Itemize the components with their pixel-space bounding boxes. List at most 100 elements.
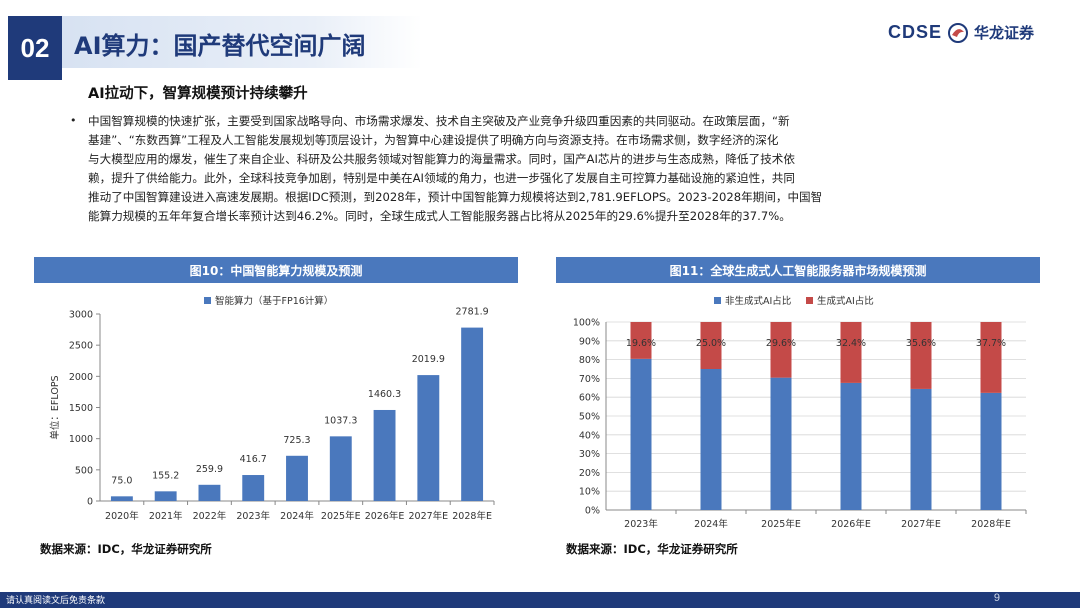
logo-text-cn: 华龙证券 [973,24,1034,42]
y-tick-label: 10% [579,487,600,498]
bar-segment [910,322,932,389]
data-label: 2019.9 [412,354,445,365]
legend-label: 智能算力（基于FP16计算） [215,295,333,307]
data-label: 416.7 [240,454,267,465]
x-tick-label: 2027年E [408,510,448,522]
data-label: 155.2 [152,470,179,481]
bar-segment [700,369,722,510]
bar [329,436,352,501]
paragraph-line: 与大模型应用的爆发，催生了来自企业、科研及公共服务领域对智能算力的海量需求。同时… [88,152,795,166]
y-tick-label: 100% [573,318,600,329]
y-tick-label: 20% [579,468,600,479]
bar [373,409,396,501]
x-tick-label: 2025年E [321,510,361,522]
data-label: 37.7% [976,338,1006,349]
legend-swatch [806,297,813,304]
legend-swatch [714,297,721,304]
data-label: 29.6% [766,338,796,349]
y-tick-label: 90% [579,336,600,347]
data-label: 32.4% [836,338,866,349]
y-tick-label: 2000 [69,372,93,383]
x-tick-label: 2023年 [624,518,658,530]
y-tick-label: 60% [579,393,600,404]
chart11-title: 图11：全球生成式人工智能服务器市场规模预测 [556,257,1040,283]
bar-segment [770,377,792,510]
bar-segment [630,322,652,359]
y-tick-label: 50% [579,412,600,423]
data-label: 25.0% [696,338,726,349]
y-tick-label: 1500 [69,403,93,414]
bar [110,496,133,501]
y-tick-label: 1000 [69,434,93,445]
bullet-point: • [70,114,77,127]
footer-disclaimer: 请认真阅读文后免责条款 [6,596,106,606]
bar-segment [840,322,862,383]
section-subtitle: AI拉动下，智算规模预计持续攀升 [88,86,308,102]
y-tick-label: 40% [579,430,600,441]
paragraph-line: 中国智算规模的快速扩张，主要受到国家战略导向、市场需求爆发、技术自主突破及产业竞… [88,114,790,128]
data-label: 35.6% [906,338,936,349]
y-tick-label: 30% [579,449,600,460]
paragraph-line: 推动了中国智算建设进入高速发展期。根据IDC预测，到2028年，预计中国智能算力… [88,190,823,204]
y-axis-label: 单位：EFLOPS [49,375,61,439]
body-paragraph: 中国智算规模的快速扩张，主要受到国家战略导向、市场需求爆发、技术自主突破及产业竞… [88,112,1004,226]
paragraph-line: 赖，提升了供给能力。此外，全球科技竞争加剧，特别是中美在AI领域的角力，也进一步… [88,171,795,185]
legend-label: 生成式AI占比 [817,295,874,307]
x-tick-label: 2026年E [365,510,405,522]
y-tick-label: 0% [585,506,600,517]
x-tick-label: 2027年E [901,518,941,530]
footer-bar: 请认真阅读文后免责条款 [0,592,1080,608]
data-label: 1460.3 [368,389,401,400]
x-tick-label: 2026年E [831,518,871,530]
bar-segment [770,322,792,378]
x-tick-label: 2023年 [236,510,270,522]
paragraph-line: 基建”、“东数西算”工程及人工智能发展规划等顶层设计，为智算中心建设提供了明确方… [88,133,779,147]
brand-logo: CDSE 华龙证券 [888,22,1034,43]
bar-segment [980,322,1002,393]
y-tick-label: 80% [579,355,600,366]
section-number-badge: 02 [8,16,62,80]
data-label: 259.9 [196,464,223,475]
data-label: 75.0 [111,475,132,486]
x-tick-label: 2028年E [452,510,492,522]
header-bar [62,16,422,68]
logo-text-en: CDSE [887,22,942,42]
bar-segment [700,322,722,369]
data-label: 2781.9 [455,307,488,318]
chart10-source: 数据来源：IDC，华龙证券研究所 [40,542,212,556]
page-number: 9 [993,592,1000,604]
bar [198,484,221,501]
chart11-source: 数据来源：IDC，华龙证券研究所 [566,542,738,556]
paragraph-line: 能算力规模的五年年复合增长率预计达到46.2%。同时，全球生成式人工智能服务器占… [88,209,791,223]
y-tick-label: 3000 [69,310,93,321]
x-tick-label: 2020年 [105,510,139,522]
y-tick-label: 70% [579,374,600,385]
x-tick-label: 2024年 [280,510,314,522]
data-label: 1037.3 [324,415,357,426]
x-tick-label: 2021年 [149,510,183,522]
chart10-title: 图10：中国智能算力规模及预测 [34,257,518,283]
data-label: 19.6% [626,338,656,349]
chart10-bar-chart: 智能算力（基于FP16计算） 单位：EFLOPS 0 500 1000 1500 2000 2… [49,295,495,522]
data-label: 725.3 [283,435,310,446]
page-title: AI算力：国产替代空间广阔 [74,32,366,60]
bar [417,375,440,501]
legend-swatch [204,297,211,304]
dragon-logo-icon [947,22,968,43]
bar [461,327,484,501]
x-tick-label: 2022年 [193,510,227,522]
x-tick-label: 2024年 [694,518,728,530]
legend-label: 非生成式AI占比 [725,295,791,307]
bar [242,475,265,501]
bar-segment [630,358,652,510]
y-tick-label: 0 [87,497,93,508]
bar [154,491,177,501]
bar-segment [980,392,1002,510]
x-tick-label: 2025年E [761,518,801,530]
x-tick-label: 2028年E [971,518,1011,530]
y-tick-label: 500 [75,465,93,476]
bar [286,455,308,501]
bar-segment [910,388,932,510]
y-tick-label: 2500 [69,341,93,352]
bar-segment [840,382,862,510]
